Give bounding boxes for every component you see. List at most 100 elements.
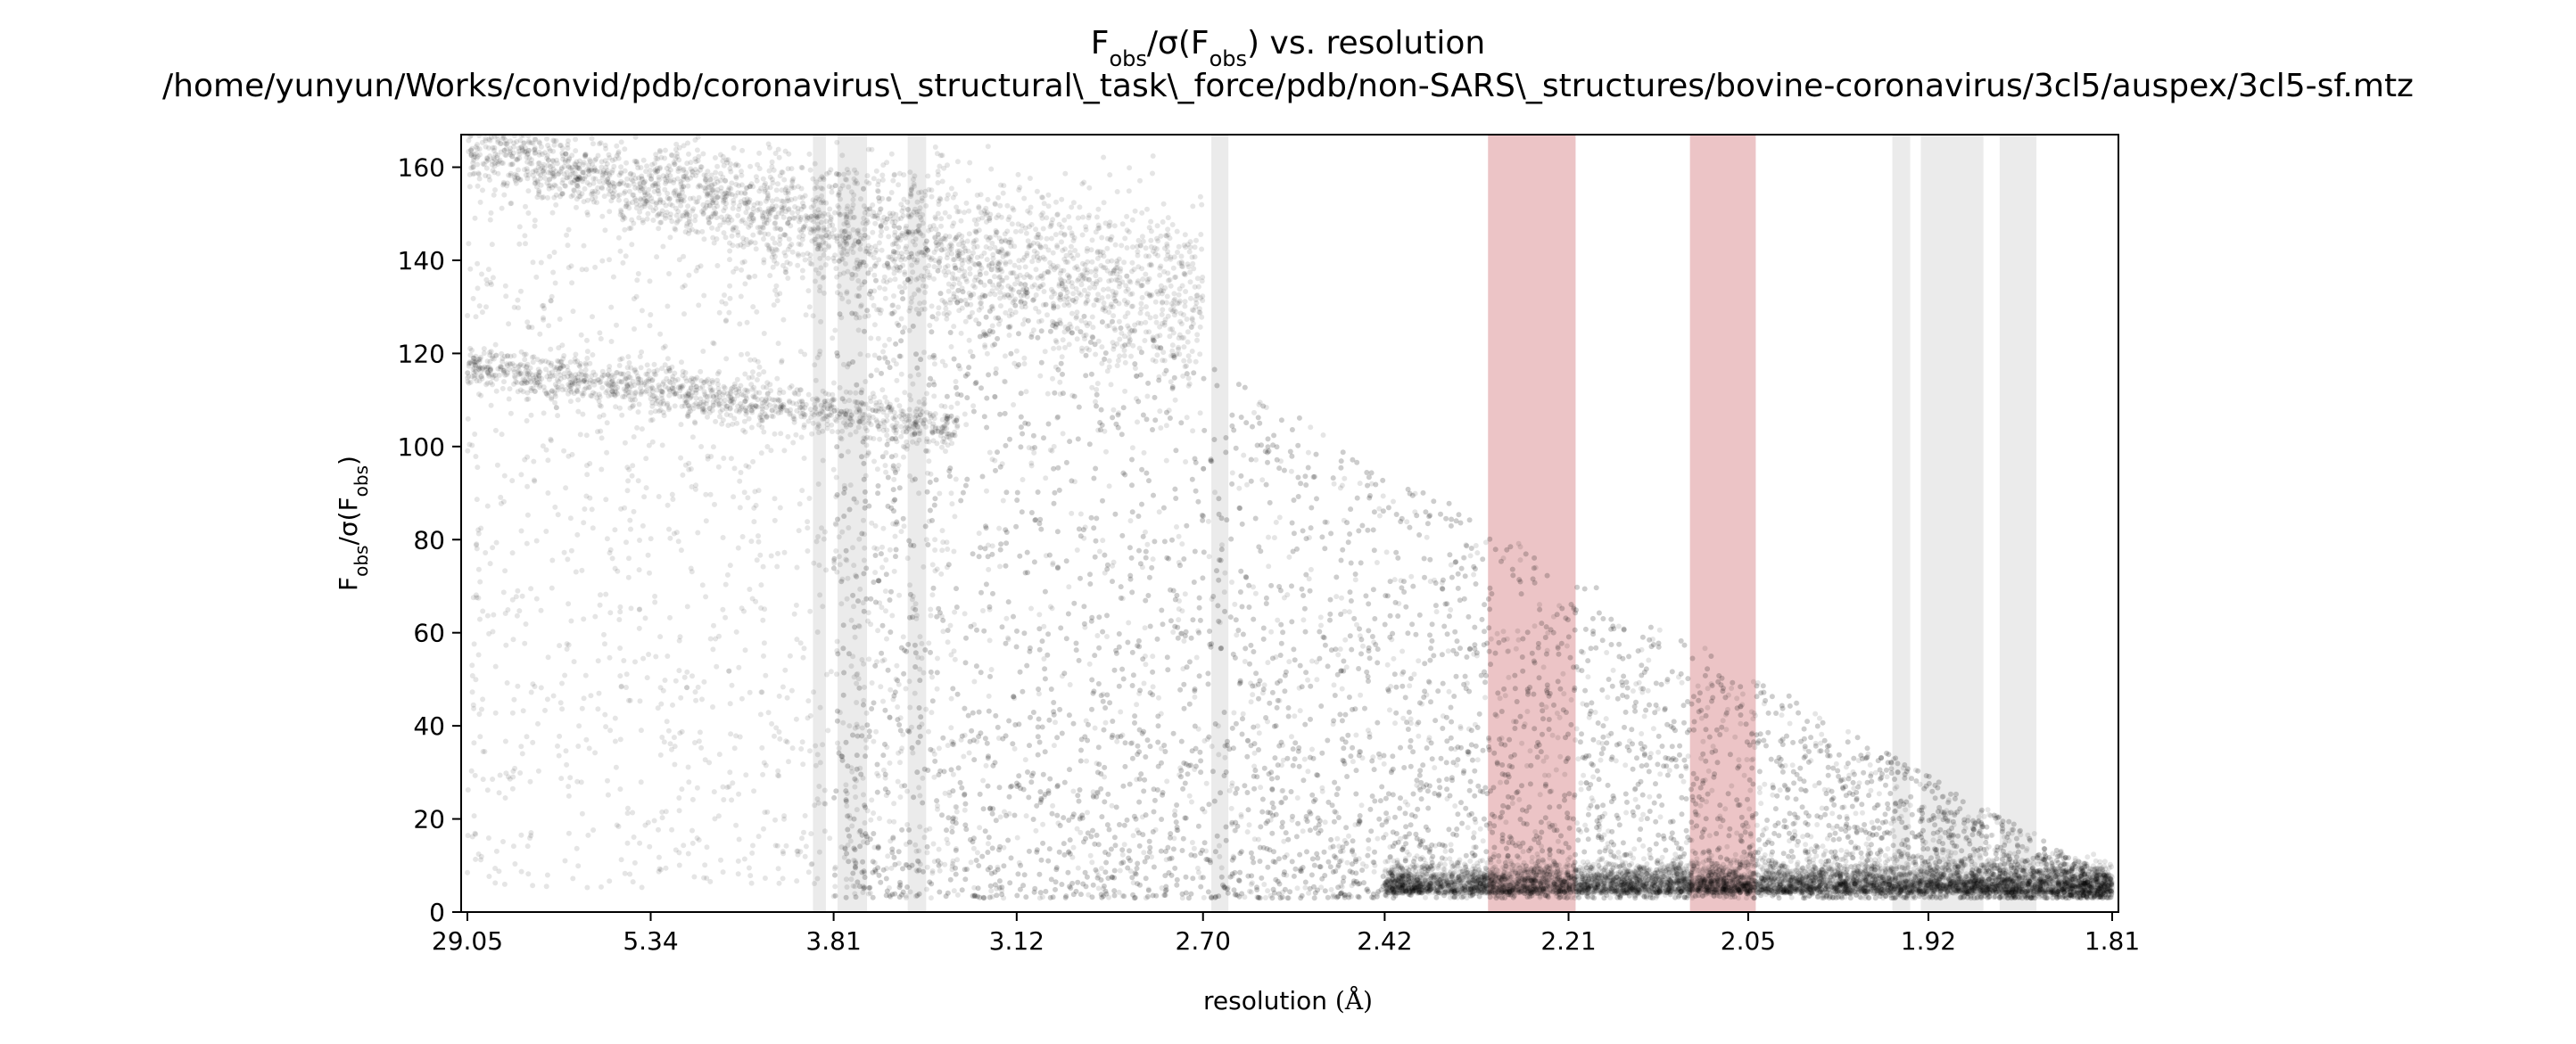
scatter-point xyxy=(1075,215,1081,221)
scatter-point xyxy=(1150,153,1156,159)
scatter-point xyxy=(672,370,678,376)
scatter-point xyxy=(1089,314,1095,320)
scatter-point xyxy=(483,382,490,388)
scatter-point xyxy=(751,201,757,208)
scatter-point xyxy=(1101,200,1107,206)
scatter-point xyxy=(1144,291,1150,297)
scatter-point xyxy=(1042,349,1048,355)
scatter-point xyxy=(1144,311,1151,317)
scatter-point xyxy=(1124,245,1130,251)
scatter-point xyxy=(1151,343,1157,349)
scatter-point xyxy=(657,407,664,414)
scatter-point xyxy=(936,305,942,311)
scatter-point xyxy=(1192,244,1198,251)
scatter-point xyxy=(496,868,502,875)
scatter-point xyxy=(789,179,796,185)
scatter-point xyxy=(818,219,824,226)
scatter-point xyxy=(808,415,814,421)
scatter-point xyxy=(970,240,977,246)
scatter-point xyxy=(1044,215,1050,221)
scatter-point xyxy=(1007,308,1013,314)
scatter-point xyxy=(667,614,673,621)
scatter-point xyxy=(523,621,529,627)
scatter-point xyxy=(1093,273,1099,279)
scatter-point xyxy=(818,265,824,271)
scatter-point xyxy=(743,407,749,414)
scatter-point xyxy=(903,226,909,232)
scatter-point xyxy=(566,793,572,799)
scatter-point xyxy=(672,160,678,167)
scatter-point xyxy=(1092,284,1098,291)
scatter-point xyxy=(856,536,863,542)
scatter-point xyxy=(538,359,544,365)
scatter-point xyxy=(739,169,744,175)
scatter-point xyxy=(887,277,893,284)
scatter-point xyxy=(618,178,624,185)
scatter-point xyxy=(960,274,966,279)
scatter-point xyxy=(789,249,796,255)
scatter-point xyxy=(1111,325,1118,332)
scatter-point xyxy=(818,185,824,191)
scatter-point xyxy=(1183,289,1189,294)
scatter-point xyxy=(516,177,523,183)
scatter-point xyxy=(583,736,590,743)
scatter-point xyxy=(1040,194,1045,201)
scatter-point xyxy=(994,229,1000,235)
scatter-point xyxy=(929,562,936,568)
scatter-point xyxy=(986,332,992,338)
scatter-point xyxy=(747,222,754,228)
scatter-point xyxy=(732,162,739,169)
scatter-point xyxy=(586,171,592,177)
scatter-point xyxy=(774,375,780,382)
scatter-point xyxy=(559,150,566,156)
scatter-point xyxy=(629,242,635,248)
scatter-point xyxy=(851,192,857,198)
scatter-point xyxy=(995,267,1001,274)
scatter-point xyxy=(728,456,734,462)
scatter-point xyxy=(566,138,571,144)
scatter-point xyxy=(1037,373,1044,379)
scatter-point xyxy=(1081,287,1087,293)
scatter-point xyxy=(528,586,534,592)
scatter-point xyxy=(726,185,732,191)
scatter-point xyxy=(774,247,780,253)
scatter-point xyxy=(926,263,932,268)
scatter-point xyxy=(472,153,478,160)
scatter-point xyxy=(733,175,739,181)
scatter-point xyxy=(898,316,904,322)
scatter-point xyxy=(562,858,568,864)
scatter-point xyxy=(966,314,972,320)
scatter-point xyxy=(1011,270,1017,275)
scatter-point xyxy=(812,802,818,809)
scatter-point xyxy=(612,715,618,721)
scatter-point xyxy=(619,412,625,418)
scatter-point xyxy=(606,367,612,374)
scatter-point xyxy=(927,323,933,328)
scatter-point xyxy=(737,505,743,511)
scatter-point xyxy=(944,255,950,261)
scatter-point xyxy=(919,250,925,256)
scatter-point xyxy=(566,226,572,233)
scatter-point xyxy=(769,413,775,419)
scatter-point xyxy=(1088,268,1094,275)
scatter-point xyxy=(952,237,958,243)
scatter-point xyxy=(582,672,589,678)
scatter-point xyxy=(945,162,950,169)
scatter-point xyxy=(948,344,954,349)
scatter-point xyxy=(805,698,812,704)
scatter-point xyxy=(1052,324,1058,330)
scatter-point xyxy=(524,512,531,518)
scatter-point xyxy=(697,182,703,188)
scatter-point xyxy=(729,233,735,239)
scatter-point xyxy=(1157,408,1163,415)
scatter-point xyxy=(809,238,815,244)
scatter-point xyxy=(1128,353,1134,359)
scatter-point xyxy=(766,168,772,174)
scatter-point xyxy=(731,197,737,203)
scatter-point xyxy=(926,419,932,425)
scatter-point xyxy=(1167,333,1173,340)
scatter-point xyxy=(785,246,791,252)
scatter-point xyxy=(892,229,898,235)
scatter-point xyxy=(1104,245,1110,251)
scatter-point xyxy=(623,203,629,210)
